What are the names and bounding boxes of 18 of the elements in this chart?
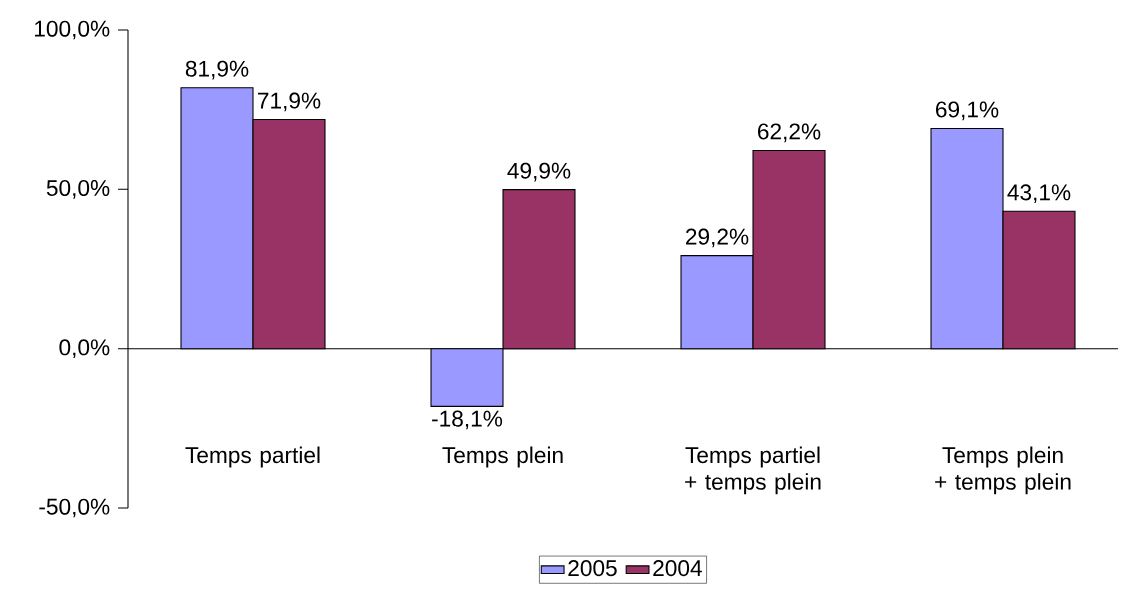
y-tick-label: 100,0% (35, 20, 110, 40)
x-tick-label: Temps plein (442, 446, 563, 468)
data-label: -18,1% (432, 410, 503, 430)
x-tick-label: Temps partiel + temps plein (685, 446, 821, 495)
y-tick-label: -50,0% (39, 498, 110, 518)
data-label: 81,9% (185, 60, 249, 80)
data-label: 49,9% (507, 162, 571, 182)
legend-label: 2005 (568, 560, 617, 577)
x-tick-label: Temps plein + temps plein (935, 446, 1071, 495)
y-tick-label: 50,0% (46, 179, 110, 199)
data-label: 69,1% (936, 101, 999, 121)
data-label: 62,2% (758, 123, 821, 143)
data-label: 29,2% (686, 228, 749, 248)
data-label: 43,1% (1007, 184, 1071, 204)
data-label: 71,9% (258, 92, 321, 112)
legend-label: 2004 (653, 560, 702, 577)
y-tick-label: 0,0% (59, 339, 110, 359)
x-tick-label: Temps partiel (185, 446, 320, 468)
